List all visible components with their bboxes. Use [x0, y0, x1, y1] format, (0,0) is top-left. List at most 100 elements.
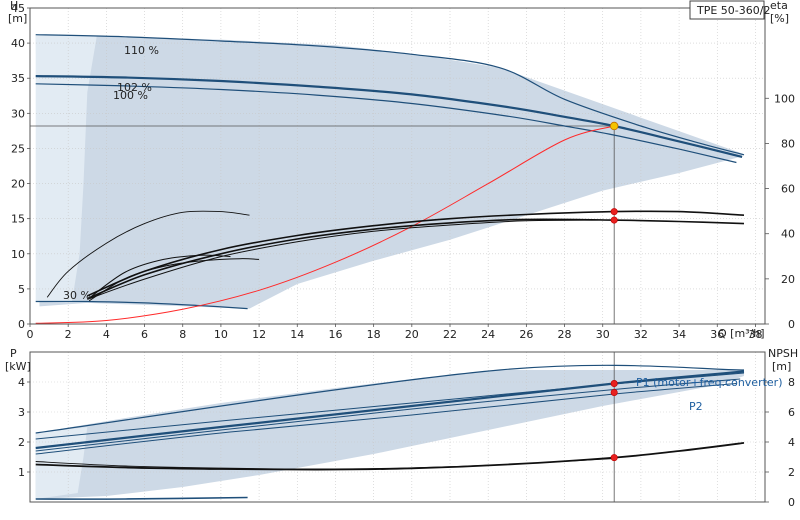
bottom-y-unit-label-2: [kW] [5, 360, 31, 373]
top-series-eta-4 [88, 258, 260, 302]
top-y2-tick-20: 20 [781, 273, 795, 286]
bot-series-p1-motor-freq-converter- [35, 370, 745, 450]
bot-series-npsh-1 [35, 442, 745, 471]
top-series-102- [35, 75, 743, 158]
x-tick-24: 24 [481, 328, 495, 341]
bot-marker-2 [610, 454, 618, 462]
bottom-markers [610, 379, 618, 462]
top-series [35, 34, 745, 324]
x-tick-10: 10 [214, 328, 228, 341]
top-plot-frame [29, 7, 766, 325]
bot-shaded-region [35, 370, 744, 499]
x-tick-16: 16 [328, 328, 342, 341]
x-tick-4: 4 [103, 328, 110, 341]
top-series-eta-thin [46, 210, 250, 298]
title-box-text: TPE 50-360/2 [696, 4, 770, 17]
bottom-grid [30, 352, 765, 502]
top-y-tick-45: 45 [11, 2, 25, 15]
top-y2-tick-80: 80 [781, 137, 795, 150]
bot-series-p-b [35, 378, 741, 452]
top-y-tick-20: 20 [11, 178, 25, 191]
top-y-unit-label-2: [m] [8, 12, 27, 25]
top-y-tick-5: 5 [18, 283, 25, 296]
bottom-y2-unit-label-2: [m] [772, 360, 791, 373]
bot-y-tick-3: 3 [18, 406, 25, 419]
top-y2-tick-100: 100 [774, 92, 795, 105]
top-y2-tick-40: 40 [781, 228, 795, 241]
top-y-tick-30: 30 [11, 107, 25, 120]
bot-y-tick-1: 1 [18, 466, 25, 479]
top-light-region [35, 34, 97, 302]
bot-y2-tick-4: 4 [788, 436, 795, 449]
curve-label-100: 100 % [113, 89, 148, 102]
bot-marker-0 [610, 379, 618, 387]
top-y2-tick-0: 0 [788, 318, 795, 331]
top-y2-unit-label-1: eta [770, 0, 788, 12]
top-series-30- [35, 300, 248, 310]
bot-y2-tick-8: 8 [788, 376, 795, 389]
top-y2-unit-label-2: [%] [770, 12, 789, 25]
bot-series-p-low [35, 496, 248, 500]
top-y-unit-label-1: H [10, 0, 18, 12]
curve-label-110: 110 % [124, 44, 159, 57]
x-tick-20: 20 [405, 328, 419, 341]
top-y-tick-10: 10 [11, 248, 25, 261]
curve-label-p2: P2 [689, 400, 703, 413]
top-series-110- [35, 34, 745, 156]
curve-label-102: 102 % [117, 81, 152, 94]
power-npsh-panel: 1 2 3 4 0 2 4 6 8 P [kW] NPSH [m] P1 (motor+freq… [5, 347, 798, 509]
top-y-tick-40: 40 [11, 37, 25, 50]
x-tick-0: 0 [27, 328, 34, 341]
bot-series-p2 [35, 383, 737, 455]
top-y-tick-35: 35 [11, 72, 25, 85]
bottom-y2-unit-label-1: NPSH [768, 347, 798, 360]
duty-point [609, 121, 619, 131]
x-tick-14: 14 [290, 328, 304, 341]
x-tick-2: 2 [65, 328, 72, 341]
bot-y-tick-4: 4 [18, 376, 25, 389]
top-shaded-regions [35, 34, 744, 309]
top-marker-0 [610, 208, 618, 216]
title-box [689, 0, 765, 20]
x-tick-6: 6 [141, 328, 148, 341]
bot-y2-tick-6: 6 [788, 406, 795, 419]
x-tick-36: 36 [710, 328, 724, 341]
curve-label-p1: P1 (motor+freq.converter) [636, 376, 783, 389]
top-y2-tick-60: 60 [781, 183, 795, 196]
bot-series-npsh-2 [35, 458, 615, 470]
x-tick-18: 18 [367, 328, 381, 341]
bot-y-tick-2: 2 [18, 436, 25, 449]
top-shaded-region [35, 34, 744, 309]
bottom-tick-labels: 1 2 3 4 0 2 4 6 8 [18, 376, 795, 509]
top-series-eta-3 [87, 219, 615, 300]
top-series-system [35, 125, 615, 324]
bot-marker-1 [610, 388, 618, 396]
x-axis-label: Q [m³/h] [718, 327, 765, 340]
bottom-y-unit-label-1: P [10, 347, 17, 360]
x-tick-22: 22 [443, 328, 457, 341]
top-series-eta-1 [86, 210, 745, 297]
x-tick-30: 30 [596, 328, 610, 341]
x-tick-34: 34 [672, 328, 686, 341]
x-tick-38: 38 [748, 328, 762, 341]
x-tick-32: 32 [634, 328, 648, 341]
top-y-tick-15: 15 [11, 213, 25, 226]
bottom-plot-frame [29, 351, 766, 503]
top-grid [30, 8, 765, 324]
bot-y2-tick-0: 0 [788, 496, 795, 509]
top-y-tick-25: 25 [11, 142, 25, 155]
x-tick-26: 26 [519, 328, 533, 341]
top-series-eta-5 [90, 254, 231, 298]
bot-series-p-top [35, 364, 745, 434]
top-markers [609, 121, 619, 224]
bottom-series [35, 364, 745, 500]
top-y-tick-0: 0 [18, 318, 25, 331]
bot-y2-tick-2: 2 [788, 466, 795, 479]
top-marker-1 [610, 216, 618, 224]
x-tick-12: 12 [252, 328, 266, 341]
top-series-eta-2 [86, 218, 745, 300]
curve-label-30: 30 % [63, 289, 91, 302]
